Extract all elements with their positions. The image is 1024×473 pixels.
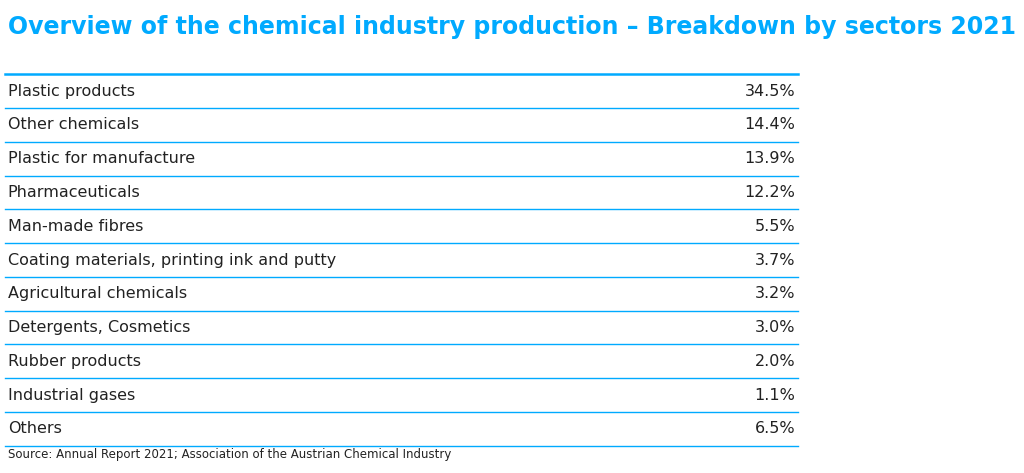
Text: 3.0%: 3.0% — [755, 320, 796, 335]
Text: Others: Others — [8, 421, 61, 437]
Text: Man-made fibres: Man-made fibres — [8, 219, 143, 234]
Text: Detergents, Cosmetics: Detergents, Cosmetics — [8, 320, 190, 335]
Text: Overview of the chemical industry production – Breakdown by sectors 2021: Overview of the chemical industry produc… — [8, 16, 1016, 40]
Text: Rubber products: Rubber products — [8, 354, 140, 369]
Text: 1.1%: 1.1% — [755, 387, 796, 403]
Text: 13.9%: 13.9% — [744, 151, 796, 166]
Text: Plastic products: Plastic products — [8, 84, 135, 99]
Text: 34.5%: 34.5% — [744, 84, 796, 99]
Text: 3.2%: 3.2% — [755, 286, 796, 301]
Text: Industrial gases: Industrial gases — [8, 387, 135, 403]
Text: 3.7%: 3.7% — [755, 253, 796, 268]
Text: 2.0%: 2.0% — [755, 354, 796, 369]
Text: Source: Annual Report 2021; Association of the Austrian Chemical Industry: Source: Annual Report 2021; Association … — [8, 448, 452, 461]
Text: Plastic for manufacture: Plastic for manufacture — [8, 151, 195, 166]
Text: Other chemicals: Other chemicals — [8, 117, 139, 132]
Text: Coating materials, printing ink and putty: Coating materials, printing ink and putt… — [8, 253, 336, 268]
Text: 14.4%: 14.4% — [744, 117, 796, 132]
Text: 6.5%: 6.5% — [755, 421, 796, 437]
Text: 5.5%: 5.5% — [755, 219, 796, 234]
Text: Pharmaceuticals: Pharmaceuticals — [8, 185, 140, 200]
Text: 12.2%: 12.2% — [744, 185, 796, 200]
Text: Agricultural chemicals: Agricultural chemicals — [8, 286, 187, 301]
